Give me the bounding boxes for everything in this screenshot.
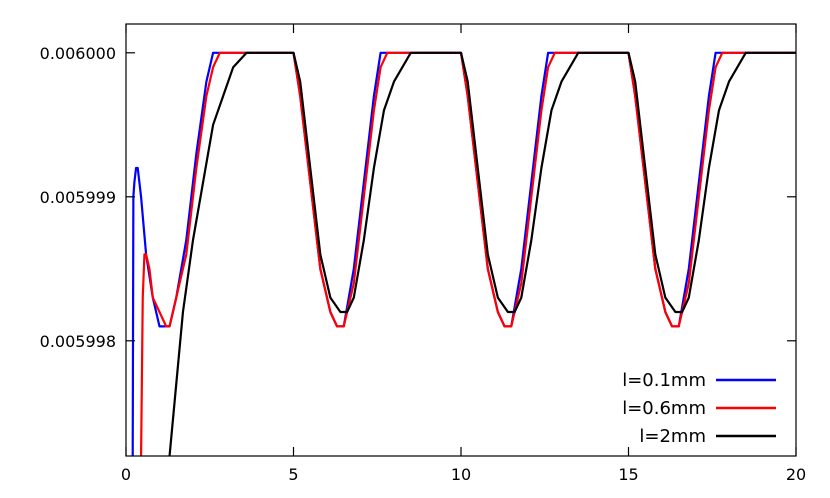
x-tick-label: 5 xyxy=(288,465,298,484)
x-tick-label: 20 xyxy=(786,465,806,484)
legend-label-2: l=0.6mm xyxy=(622,398,706,419)
x-tick-label: 10 xyxy=(451,465,471,484)
x-tick-label: 15 xyxy=(618,465,638,484)
y-tick-label: 0.006000 xyxy=(40,44,116,63)
y-tick-label: 0.005999 xyxy=(40,188,116,207)
series-layer xyxy=(131,51,796,456)
legend-label-1: l=0.1mm xyxy=(622,370,706,391)
y-tick-label: 0.005998 xyxy=(40,332,116,351)
legend-label-3: l=2mm xyxy=(639,426,706,447)
x-tick-label: 0 xyxy=(121,465,131,484)
ticks-layer: 0 5 10 15 20 0.005998 0.005999 0.006000 xyxy=(40,24,806,484)
legend: l=0.1mm l=0.6mm l=2mm xyxy=(622,370,776,447)
series-line-3 xyxy=(168,51,796,456)
series-line-2 xyxy=(139,51,796,456)
